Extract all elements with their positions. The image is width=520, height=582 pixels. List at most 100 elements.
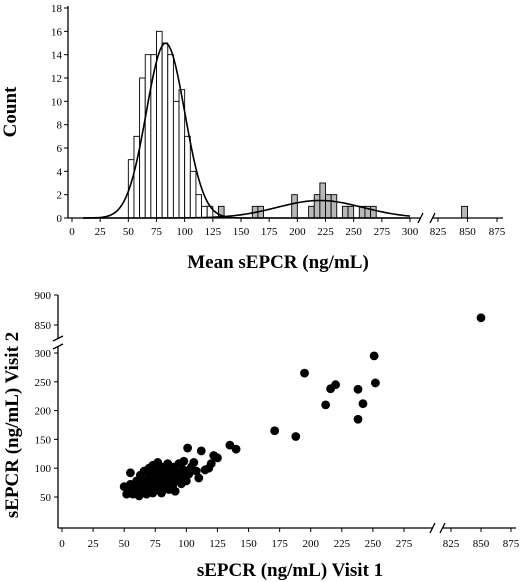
scatter-x-tick-label: 25: [88, 538, 100, 550]
hist-x-tick-label: 850: [459, 226, 476, 238]
hist-bar-primary: [139, 77, 146, 219]
scatter-point: [369, 351, 379, 361]
scatter-x-tick-label: 150: [240, 538, 257, 550]
scatter-x-tick-label: 275: [396, 538, 413, 550]
scatter-point: [206, 459, 216, 468]
hist-x-tick-label: 250: [345, 226, 362, 238]
scatter-y-tick-label: 900: [35, 290, 52, 302]
hist-y-tick-label: 8: [57, 120, 63, 132]
scatter-point: [291, 432, 301, 441]
scatter-point: [270, 426, 280, 436]
scatter-point: [358, 399, 368, 409]
scatter-y-break-mark: [52, 343, 64, 350]
scatter-point: [153, 458, 163, 467]
histogram-chart: Count Mean sEPCR (ng/mL) 0 2 4 6 8 10 12 14 16 18…: [0, 3, 506, 273]
scatter-x-break-mark: [429, 522, 436, 534]
scatter-chart: sEPCR (ng/mL) Visit 2 sEPCR (ng/mL) Visi…: [2, 290, 520, 581]
scatter-point: [196, 446, 206, 456]
hist-y-tick-label: 2: [57, 190, 63, 202]
hist-bar-secondary: [291, 194, 298, 219]
hist-axis-break-mark: [429, 212, 436, 224]
hist-bar-secondary: [308, 205, 315, 219]
hist-x-tick-label: 825: [430, 226, 447, 238]
hist-y-tick-label: 10: [51, 96, 63, 108]
scatter-point: [353, 414, 363, 424]
hist-bar-secondary: [370, 205, 377, 219]
hist-x-tick-label: 875: [489, 226, 506, 238]
hist-y-tick-label: 4: [57, 166, 63, 178]
scatter-x-tick-label: 75: [150, 538, 162, 550]
hist-bar-primary: [144, 54, 152, 219]
scatter-x-tick-label: 175: [271, 538, 288, 550]
hist-bar-secondary: [330, 194, 338, 219]
hist-x-tick-label: 150: [233, 226, 250, 238]
scatter-point: [181, 476, 191, 486]
hist-bar-secondary: [461, 205, 468, 219]
hist-axis-break-mark: [417, 212, 424, 224]
scatter-x-tick-label: 0: [59, 538, 65, 550]
hist-bar-primary: [172, 100, 180, 219]
scatter-x-tick-label: 50: [119, 538, 131, 550]
hist-x-tick-label: 200: [289, 226, 306, 238]
hist-bar-primary: [161, 42, 169, 219]
hist-bar-primary: [189, 170, 197, 219]
hist-x-tick-label: 275: [374, 226, 391, 238]
scatter-point: [179, 456, 189, 466]
scatter-point: [213, 453, 222, 463]
scatter-x-tick-label: 875: [503, 538, 520, 550]
hist-x-tick-label: 25: [95, 226, 107, 238]
scatter-x-tick-label: 125: [209, 538, 226, 550]
scatter-y-break-mark: [52, 335, 64, 342]
scatter-x-tick-label: 850: [473, 538, 490, 550]
scatter-point: [225, 440, 235, 450]
scatter-x-tick-label: 825: [443, 538, 460, 550]
hist-bar-secondary: [341, 205, 349, 219]
scatter-x-tick-label: 200: [302, 538, 319, 550]
scatter-y-tick-label: 300: [35, 348, 52, 360]
scatter-point: [231, 444, 241, 454]
scatter-point: [184, 469, 194, 479]
scatter-y-tick-label: 850: [35, 320, 52, 332]
hist-bar-secondary: [313, 194, 321, 219]
hist-y-tick-label: 18: [51, 3, 63, 15]
scatter-x-tick-label: 250: [365, 538, 382, 550]
hist-x-tick-label: 100: [176, 226, 193, 238]
scatter-point: [321, 400, 331, 410]
hist-bar-primary: [184, 135, 191, 219]
hist-x-tick-label: 125: [205, 226, 222, 238]
scatter-point: [191, 466, 201, 476]
hist-y-tick-label: 16: [51, 26, 63, 38]
hist-bar-secondary: [325, 194, 332, 219]
scatter-point: [371, 378, 380, 388]
scatter-x-axis-label: sEPCR (ng/mL) Visit 1: [197, 560, 383, 581]
hist-y-tick-label: 14: [51, 50, 63, 62]
scatter-point: [125, 468, 135, 478]
scatter-point: [189, 458, 199, 467]
scatter-point: [194, 473, 204, 483]
scatter-point: [300, 368, 309, 378]
hist-y-tick-label: 0: [57, 213, 63, 225]
scatter-point: [331, 380, 340, 390]
scatter-y-tick-label: 200: [35, 406, 52, 418]
hist-x-tick-label: 75: [151, 226, 163, 238]
hist-y-tick-label: 6: [57, 143, 63, 155]
hist-x-axis-label: Mean sEPCR (ng/mL): [187, 252, 369, 273]
hist-bar-primary: [167, 54, 174, 219]
scatter-y-tick-label: 50: [40, 492, 52, 504]
hist-x-tick-label: 50: [123, 226, 135, 238]
scatter-point: [476, 313, 486, 323]
scatter-x-tick-label: 225: [334, 538, 351, 550]
hist-bar-primary: [201, 205, 208, 219]
hist-bar-primary: [195, 194, 203, 219]
scatter-y-tick-label: 250: [35, 377, 52, 389]
scatter-y-tick-label: 100: [35, 463, 52, 475]
scatter-point: [183, 443, 193, 453]
hist-x-tick-label: 0: [69, 226, 75, 238]
scatter-point: [170, 486, 180, 496]
hist-y-axis-label: Count: [0, 86, 21, 137]
hist-x-tick-label: 175: [261, 226, 278, 238]
hist-y-tick-label: 12: [51, 73, 62, 85]
scatter-x-break-mark: [439, 522, 446, 534]
hist-x-tick-label: 225: [317, 226, 334, 238]
